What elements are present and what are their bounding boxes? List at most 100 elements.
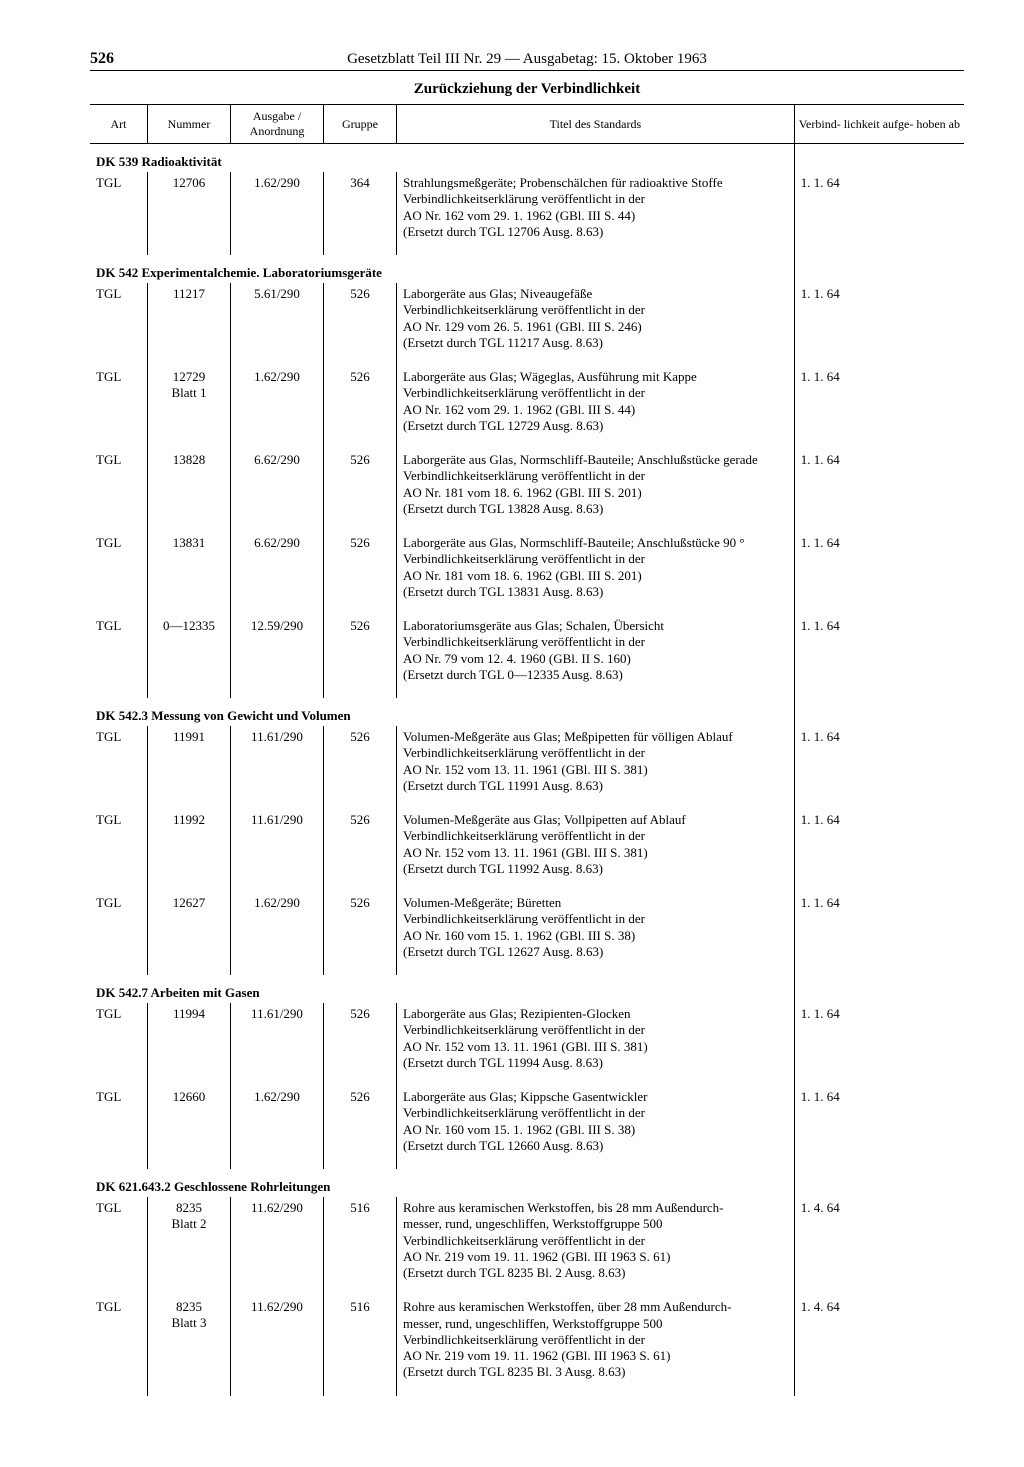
col-header-art: Art [90,105,148,144]
cell-ausgabe: 11.61/290 [231,809,324,880]
page-header: 526 Gesetzblatt Teil III Nr. 29 — Ausgab… [90,50,964,71]
section-heading: DK 621.643.2 Geschlossene Rohrleitungen [90,1169,397,1197]
col-header-titel: Titel des Standards [397,105,795,144]
table-head: Art Nummer Ausgabe / Anordnung Gruppe Ti… [90,105,964,144]
cell-titel: Laboratoriumsgeräte aus Glas; Schalen, Ü… [397,615,795,686]
cell-nummer: 12706 [148,172,231,243]
cell-ausgabe: 6.62/290 [231,532,324,603]
cell-gruppe: 526 [324,283,397,354]
cell-nummer: 12627 [148,892,231,963]
cell-datum: 1. 1. 64 [794,809,964,880]
cell-gruppe: 526 [324,809,397,880]
cell-gruppe: 526 [324,532,397,603]
cell-gruppe: 526 [324,1086,397,1157]
cell-nummer: 12729 Blatt 1 [148,366,231,437]
cell-nummer: 8235 Blatt 2 [148,1197,231,1284]
cell-titel: Volumen-Meßgeräte; Büretten Verbindlichk… [397,892,795,963]
cell-art: TGL [90,172,148,243]
cell-datum: 1. 1. 64 [794,615,964,686]
cell-nummer: 11994 [148,1003,231,1074]
standards-table: Art Nummer Ausgabe / Anordnung Gruppe Ti… [90,104,964,1396]
cell-nummer: 0—12335 [148,615,231,686]
cell-titel: Volumen-Meßgeräte aus Glas; Vollpipetten… [397,809,795,880]
cell-gruppe: 526 [324,449,397,520]
cell-nummer: 8235 Blatt 3 [148,1296,231,1383]
cell-gruppe: 364 [324,172,397,243]
cell-ausgabe: 1.62/290 [231,366,324,437]
section-heading: DK 542.3 Messung von Gewicht und Volumen [90,698,397,726]
cell-datum: 1. 1. 64 [794,366,964,437]
table-row: TGL8235 Blatt 311.62/290516Rohre aus ker… [90,1296,964,1383]
table-row: TGL1199411.61/290526Laborgeräte aus Glas… [90,1003,964,1074]
cell-art: TGL [90,892,148,963]
table-row: TGL12729 Blatt 11.62/290526Laborgeräte a… [90,366,964,437]
cell-nummer: 11992 [148,809,231,880]
cell-gruppe: 526 [324,726,397,797]
cell-nummer: 11991 [148,726,231,797]
cell-titel: Volumen-Meßgeräte aus Glas; Meßpipetten … [397,726,795,797]
section-heading-row: DK 542.7 Arbeiten mit Gasen [90,975,964,1003]
section-heading: DK 542.7 Arbeiten mit Gasen [90,975,397,1003]
cell-gruppe: 516 [324,1296,397,1383]
cell-ausgabe: 11.62/290 [231,1296,324,1383]
col-header-ausgabe: Ausgabe / Anordnung [231,105,324,144]
col-header-nummer: Nummer [148,105,231,144]
table-row: TGL138316.62/290526Laborgeräte aus Glas,… [90,532,964,603]
section-title: Zurückziehung der Verbindlichkeit [90,81,964,98]
cell-datum: 1. 1. 64 [794,449,964,520]
cell-gruppe: 516 [324,1197,397,1284]
table-row: TGL126271.62/290526Volumen-Meßgeräte; Bü… [90,892,964,963]
table-row: TGL1199211.61/290526Volumen-Meßgeräte au… [90,809,964,880]
cell-titel: Rohre aus keramischen Werkstoffen, bis 2… [397,1197,795,1284]
table-body: DK 539 RadioaktivitätTGL127061.62/290364… [90,144,964,1396]
cell-datum: 1. 1. 64 [794,1086,964,1157]
page-number: 526 [90,50,190,68]
section-heading-row: DK 621.643.2 Geschlossene Rohrleitungen [90,1169,964,1197]
cell-gruppe: 526 [324,615,397,686]
cell-art: TGL [90,615,148,686]
cell-datum: 1. 1. 64 [794,892,964,963]
table-row: TGL126601.62/290526Laborgeräte aus Glas;… [90,1086,964,1157]
cell-titel: Laborgeräte aus Glas; Rezipienten-Glocke… [397,1003,795,1074]
cell-datum: 1. 1. 64 [794,1003,964,1074]
cell-titel: Laborgeräte aus Glas, Normschliff-Bautei… [397,449,795,520]
cell-art: TGL [90,1086,148,1157]
section-heading: DK 542 Experimentalchemie. Laboratoriums… [90,255,397,283]
cell-titel: Laborgeräte aus Glas, Normschliff-Bautei… [397,532,795,603]
cell-datum: 1. 1. 64 [794,172,964,243]
section-heading-row: DK 542.3 Messung von Gewicht und Volumen [90,698,964,726]
table-row: TGL1199111.61/290526Volumen-Meßgeräte au… [90,726,964,797]
table-row: TGL138286.62/290526Laborgeräte aus Glas,… [90,449,964,520]
cell-art: TGL [90,449,148,520]
cell-art: TGL [90,809,148,880]
cell-art: TGL [90,283,148,354]
section-heading-row: DK 539 Radioaktivität [90,144,964,173]
cell-datum: 1. 1. 64 [794,532,964,603]
cell-nummer: 13831 [148,532,231,603]
cell-datum: 1. 4. 64 [794,1296,964,1383]
cell-gruppe: 526 [324,892,397,963]
cell-titel: Laborgeräte aus Glas; Niveaugefäße Verbi… [397,283,795,354]
running-title: Gesetzblatt Teil III Nr. 29 — Ausgabetag… [190,51,964,68]
cell-ausgabe: 12.59/290 [231,615,324,686]
cell-ausgabe: 1.62/290 [231,172,324,243]
cell-ausgabe: 11.61/290 [231,726,324,797]
cell-nummer: 13828 [148,449,231,520]
cell-titel: Rohre aus keramischen Werkstoffen, über … [397,1296,795,1383]
cell-datum: 1. 1. 64 [794,726,964,797]
cell-gruppe: 526 [324,366,397,437]
table-row: TGL127061.62/290364Strahlungsmeßgeräte; … [90,172,964,243]
cell-nummer: 12660 [148,1086,231,1157]
col-header-gruppe: Gruppe [324,105,397,144]
table-row: TGL112175.61/290526Laborgeräte aus Glas;… [90,283,964,354]
cell-nummer: 11217 [148,283,231,354]
cell-ausgabe: 1.62/290 [231,1086,324,1157]
cell-art: TGL [90,1296,148,1383]
section-heading: DK 539 Radioaktivität [90,144,397,173]
cell-art: TGL [90,1003,148,1074]
table-row: TGL0—1233512.59/290526Laboratoriumsgerät… [90,615,964,686]
col-header-verbind: Verbind- lichkeit aufge- hoben ab [794,105,964,144]
cell-art: TGL [90,532,148,603]
cell-titel: Laborgeräte aus Glas; Kippsche Gasentwic… [397,1086,795,1157]
cell-ausgabe: 6.62/290 [231,449,324,520]
